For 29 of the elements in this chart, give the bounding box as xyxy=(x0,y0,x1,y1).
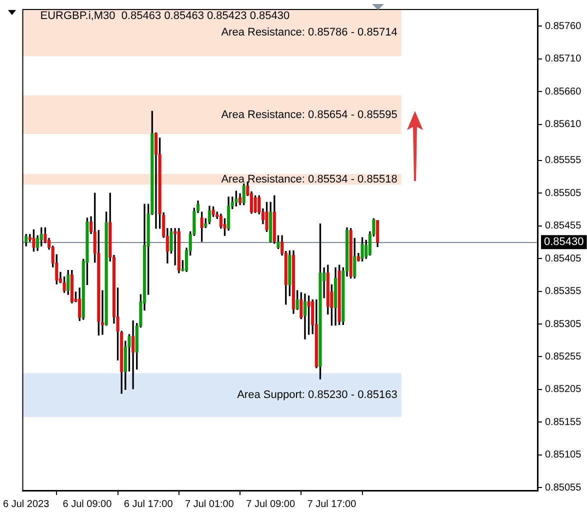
band-label: Area Resistance: 0.85534 - 0.85518 xyxy=(221,173,398,186)
y-tick-label: 0.85405 xyxy=(545,253,582,264)
chart-title: EURGBP.i,M30 0.85463 0.85463 0.85423 0.85430 xyxy=(40,10,290,22)
y-tick-label: 0.85255 xyxy=(545,351,582,362)
y-tick-label: 0.85555 xyxy=(545,155,582,166)
x-tick-label: 7 Jul 09:00 xyxy=(246,498,296,510)
y-tick-label: 0.85505 xyxy=(545,188,582,199)
y-tick-label: 0.85205 xyxy=(545,384,582,396)
y-tick-label: 0.85355 xyxy=(545,286,582,298)
x-tick-label: 6 Jul 17:00 xyxy=(124,498,174,510)
x-tick-label: 7 Jul 17:00 xyxy=(307,498,357,510)
y-tick-label: 0.85305 xyxy=(545,318,582,330)
band-label: Area Support: 0.85230 - 0.85163 xyxy=(237,389,398,402)
ref-line-label: 0.85430 xyxy=(544,236,584,248)
y-tick-label: 0.85710 xyxy=(545,54,582,65)
band-label: Area Resistance: 0.85786 - 0.85714 xyxy=(221,26,398,39)
band-label: Area Resistance: 0.85654 - 0.85595 xyxy=(221,108,398,121)
y-tick-label: 0.85610 xyxy=(545,119,582,130)
y-tick-label: 0.85660 xyxy=(545,86,582,98)
x-tick-label: 7 Jul 01:00 xyxy=(184,498,234,510)
y-tick-label: 0.85105 xyxy=(545,450,582,461)
candlestick xyxy=(154,132,158,229)
y-tick-label: 0.85155 xyxy=(545,416,582,428)
y-tick-label: 0.85055 xyxy=(545,482,582,494)
candlestick xyxy=(132,320,135,390)
y-tick-label: 0.85455 xyxy=(545,220,582,232)
x-tick-label: 6 Jul 2023 xyxy=(3,498,50,510)
y-tick-label: 0.85760 xyxy=(545,20,582,32)
x-tick-label: 6 Jul 09:00 xyxy=(62,498,112,510)
